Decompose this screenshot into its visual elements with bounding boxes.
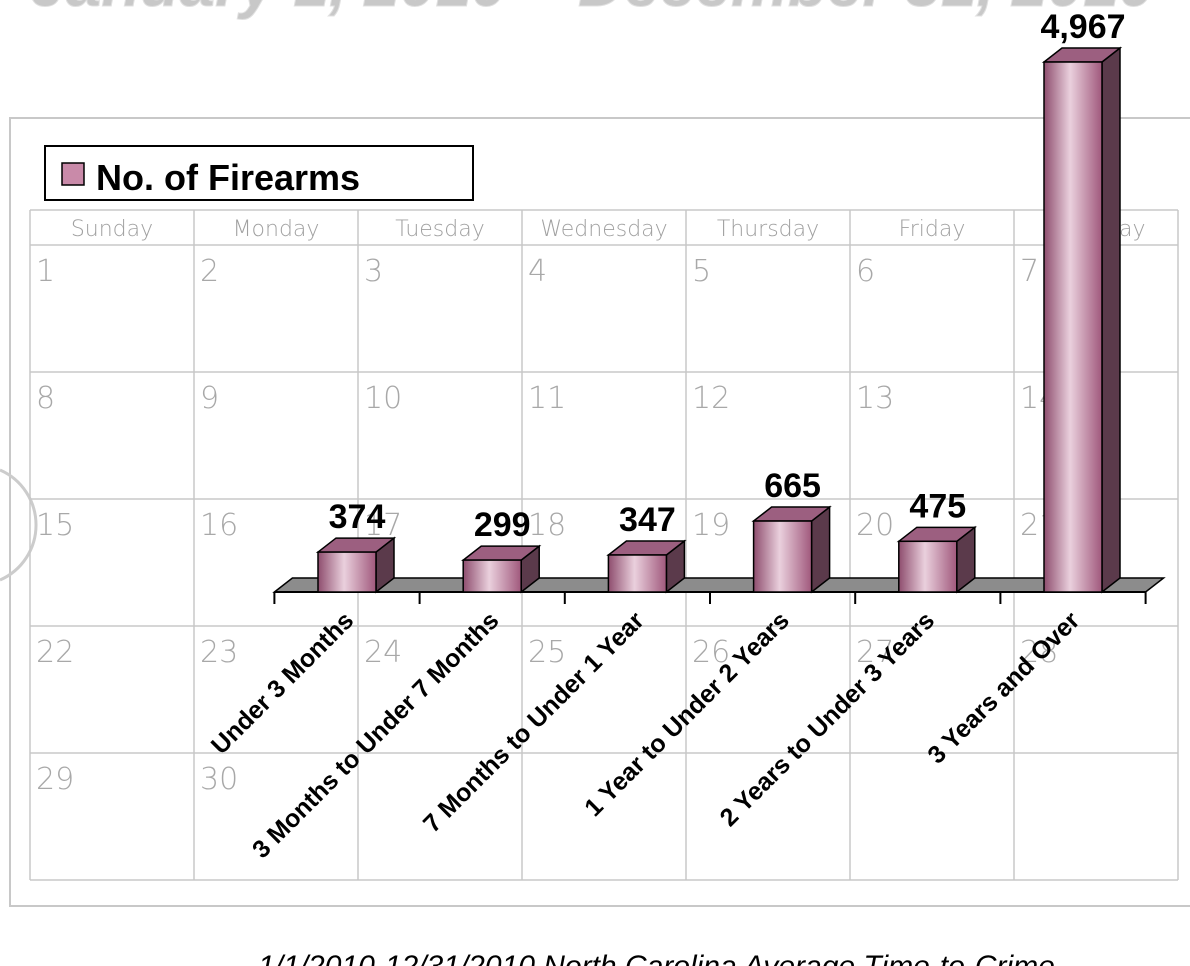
calendar-date: 6 bbox=[856, 254, 875, 289]
calendar-date: 19 bbox=[692, 508, 730, 543]
calendar-date: 25 bbox=[528, 635, 566, 670]
value-label: 374 bbox=[329, 498, 386, 536]
calendar-date: 12 bbox=[692, 381, 730, 416]
value-label: 4,967 bbox=[1040, 8, 1125, 46]
legend-label: No. of Firearms bbox=[96, 157, 360, 198]
calendar-date: 23 bbox=[200, 635, 238, 670]
bar bbox=[899, 541, 957, 592]
calendar-day: Thursday bbox=[717, 217, 819, 242]
calendar-date: 4 bbox=[528, 254, 547, 289]
value-label: 665 bbox=[764, 467, 821, 505]
calendar-day: Wednesday bbox=[540, 217, 667, 242]
calendar-date: 20 bbox=[856, 508, 894, 543]
chart: January 1, 2010 – December 31, 2010 Sund… bbox=[0, 0, 1190, 966]
calendar-date: 30 bbox=[200, 762, 238, 797]
calendar-date: 29 bbox=[36, 762, 74, 797]
calendar-day: Tuesday bbox=[395, 217, 485, 242]
calendar-day: Monday bbox=[233, 217, 320, 242]
legend: No. of Firearms bbox=[45, 146, 473, 200]
bar-side bbox=[1102, 48, 1120, 592]
bar bbox=[1044, 62, 1102, 592]
floor bbox=[274, 578, 1163, 592]
value-label: 299 bbox=[474, 506, 531, 544]
calendar-day: Sunday bbox=[71, 217, 153, 242]
calendar-date: 24 bbox=[364, 635, 402, 670]
calendar-date: 5 bbox=[692, 254, 711, 289]
calendar-date: 2 bbox=[200, 254, 219, 289]
value-label: 475 bbox=[909, 487, 966, 525]
value-label: 347 bbox=[619, 501, 676, 539]
bar bbox=[463, 560, 521, 592]
calendar-date: 22 bbox=[36, 635, 74, 670]
bar bbox=[608, 555, 666, 592]
calendar-date: 13 bbox=[856, 381, 894, 416]
calendar-date: 3 bbox=[364, 254, 383, 289]
calendar-date: 11 bbox=[528, 381, 566, 416]
bar bbox=[754, 521, 812, 592]
calendar-day: Friday bbox=[899, 217, 966, 242]
calendar-date: 10 bbox=[364, 381, 402, 416]
legend-swatch bbox=[62, 163, 84, 185]
calendar-date: 7 bbox=[1020, 254, 1039, 289]
calendar-title: January 1, 2010 – December 31, 2010 bbox=[30, 0, 1154, 20]
calendar-date: 18 bbox=[528, 508, 566, 543]
calendar-date: 9 bbox=[200, 381, 219, 416]
calendar-date: 16 bbox=[200, 508, 238, 543]
footer: 1/1/2010-12/31/2010 North Carolina Avera… bbox=[258, 950, 1055, 966]
calendar-date: 15 bbox=[36, 508, 74, 543]
bar bbox=[318, 552, 376, 592]
calendar-date: 8 bbox=[36, 381, 55, 416]
calendar-date: 1 bbox=[36, 254, 55, 289]
